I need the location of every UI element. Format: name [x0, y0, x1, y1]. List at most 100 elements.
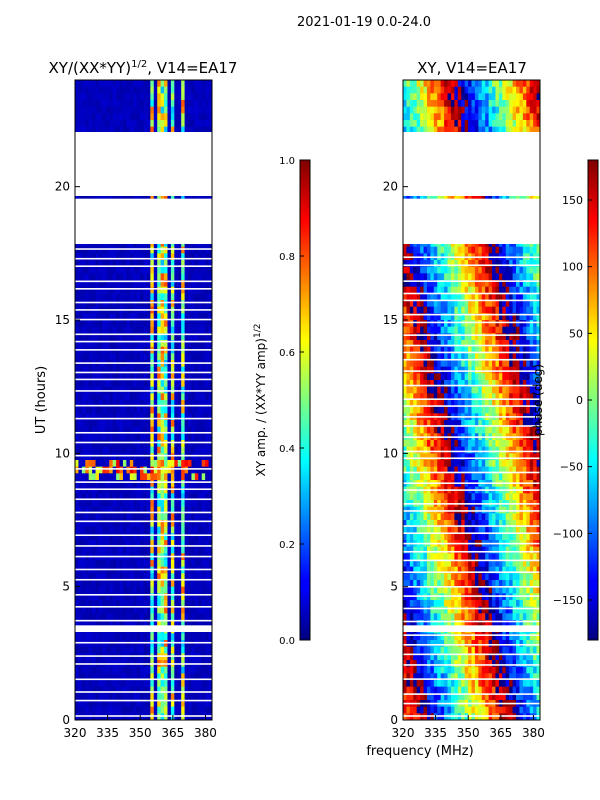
heatmap-cell	[167, 440, 172, 448]
heatmap-cell	[205, 260, 209, 268]
heatmap-cell	[75, 326, 79, 334]
heatmap-cell	[92, 506, 96, 514]
heatmap-cell	[174, 80, 179, 88]
heatmap-cell	[188, 673, 192, 681]
heatmap-cell	[444, 86, 448, 94]
heatmap-cell	[146, 440, 151, 448]
heatmap-cell	[92, 500, 96, 508]
heatmap-cell	[201, 506, 206, 514]
heatmap-cell	[450, 93, 455, 101]
heatmap-cell	[205, 120, 209, 128]
heatmap-cell	[430, 80, 435, 88]
heatmap-cell	[536, 93, 541, 101]
heatmap-cell	[143, 86, 148, 94]
heatmap-cell	[81, 613, 86, 621]
heatmap-cell	[95, 353, 100, 361]
heatmap-cell	[146, 340, 151, 348]
heatmap-cell	[201, 600, 206, 608]
heatmap-cell	[129, 106, 134, 114]
heatmap-cell	[140, 400, 144, 408]
heatmap-cell	[140, 520, 144, 528]
heatmap-cell	[126, 426, 131, 434]
heatmap-cell	[88, 573, 93, 581]
heatmap-cell	[105, 580, 110, 588]
heatmap-cell	[78, 713, 83, 721]
heatmap-cell	[109, 413, 114, 421]
heatmap-cell	[205, 326, 209, 334]
heatmap-cell	[177, 326, 182, 334]
heatmap-cell	[177, 700, 182, 708]
heatmap-cell	[126, 393, 131, 401]
heatmap-cell	[177, 573, 182, 581]
heatmap-cell	[174, 246, 179, 254]
heatmap-cell	[522, 126, 527, 134]
heatmap-cell	[167, 326, 172, 334]
heatmap-cell	[170, 253, 175, 261]
heatmap-cell	[146, 400, 151, 408]
heatmap-cell	[116, 260, 120, 268]
heatmap-cell	[153, 600, 158, 608]
heatmap-cell	[98, 273, 103, 281]
heatmap-cell	[102, 500, 107, 508]
heatmap-cell	[208, 286, 213, 294]
heatmap-cell	[177, 313, 182, 321]
heatmap-cell	[102, 546, 107, 554]
heatmap-cell	[164, 633, 168, 641]
heatmap-cell	[191, 500, 196, 508]
heatmap-cell	[160, 486, 165, 494]
heatmap-cell	[95, 453, 100, 461]
heatmap-cell	[105, 686, 110, 694]
heatmap-cell	[133, 260, 138, 268]
heatmap-cell	[75, 693, 79, 701]
heatmap-cell	[529, 113, 534, 121]
heatmap-cell	[143, 573, 148, 581]
heatmap-cell	[140, 453, 144, 461]
heatmap-cell	[133, 293, 138, 301]
heatmap-cell	[102, 300, 107, 308]
heatmap-cell	[454, 120, 459, 128]
heatmap-cell	[102, 513, 107, 521]
heatmap-cell	[198, 120, 203, 128]
heatmap-cell	[194, 586, 199, 594]
heatmap-cell	[184, 413, 189, 421]
heatmap-cell	[126, 533, 131, 541]
heatmap-cell	[88, 373, 93, 381]
heatmap-cell	[533, 193, 537, 201]
flagged-integration	[75, 568, 212, 571]
heatmap-cell	[174, 93, 179, 101]
heatmap-cell	[112, 426, 117, 434]
heatmap-cell	[133, 300, 138, 308]
heatmap-cell	[129, 326, 134, 334]
heatmap-cell	[140, 253, 144, 261]
heatmap-cell	[126, 433, 131, 441]
heatmap-cell	[403, 86, 407, 94]
heatmap-cell	[78, 693, 83, 701]
heatmap-cell	[205, 193, 209, 201]
heatmap-cell	[177, 580, 182, 588]
heatmap-cell	[116, 500, 120, 508]
heatmap-cell	[198, 573, 203, 581]
heatmap-cell	[505, 86, 510, 94]
heatmap-cell	[126, 486, 131, 494]
heatmap-cell	[136, 253, 141, 261]
heatmap-cell	[78, 266, 83, 274]
heatmap-cell	[198, 260, 203, 268]
heatmap-cell	[95, 100, 100, 108]
heatmap-cell	[198, 100, 203, 108]
heatmap-cell	[75, 126, 79, 134]
heatmap-cell	[146, 313, 151, 321]
heatmap-cell	[488, 113, 493, 121]
heatmap-cell	[129, 413, 134, 421]
heatmap-cell	[485, 193, 490, 201]
heatmap-cell	[502, 106, 507, 114]
heatmap-cell	[116, 646, 120, 654]
heatmap-cell	[198, 246, 203, 254]
heatmap-cell	[133, 373, 138, 381]
heatmap-cell	[109, 573, 114, 581]
heatmap-cell	[160, 526, 165, 534]
heatmap-cell	[143, 333, 148, 341]
heatmap-cell	[191, 393, 196, 401]
heatmap-cell	[164, 433, 168, 441]
heatmap-cell	[105, 113, 110, 121]
